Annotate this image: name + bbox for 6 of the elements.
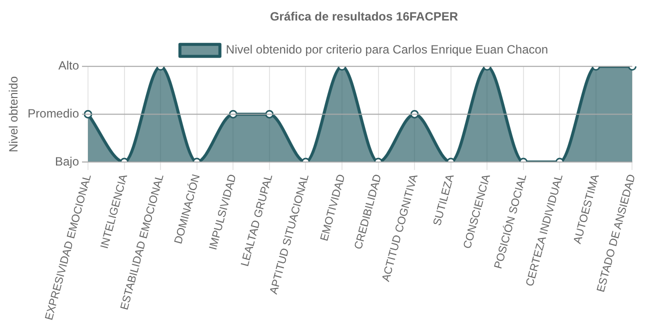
ref-line-label: Bajo — [54, 154, 80, 168]
ref-line-label: Alto — [58, 58, 80, 73]
chart-title: Gráfica de resultados 16FACPER — [270, 10, 458, 24]
ref-line-label: Promedio — [28, 106, 80, 121]
y-axis-title: Nivel obtenido — [6, 76, 20, 152]
legend-label: Nivel obtenido por criterio para Carlos Enrique Euan Chacon — [226, 42, 548, 57]
